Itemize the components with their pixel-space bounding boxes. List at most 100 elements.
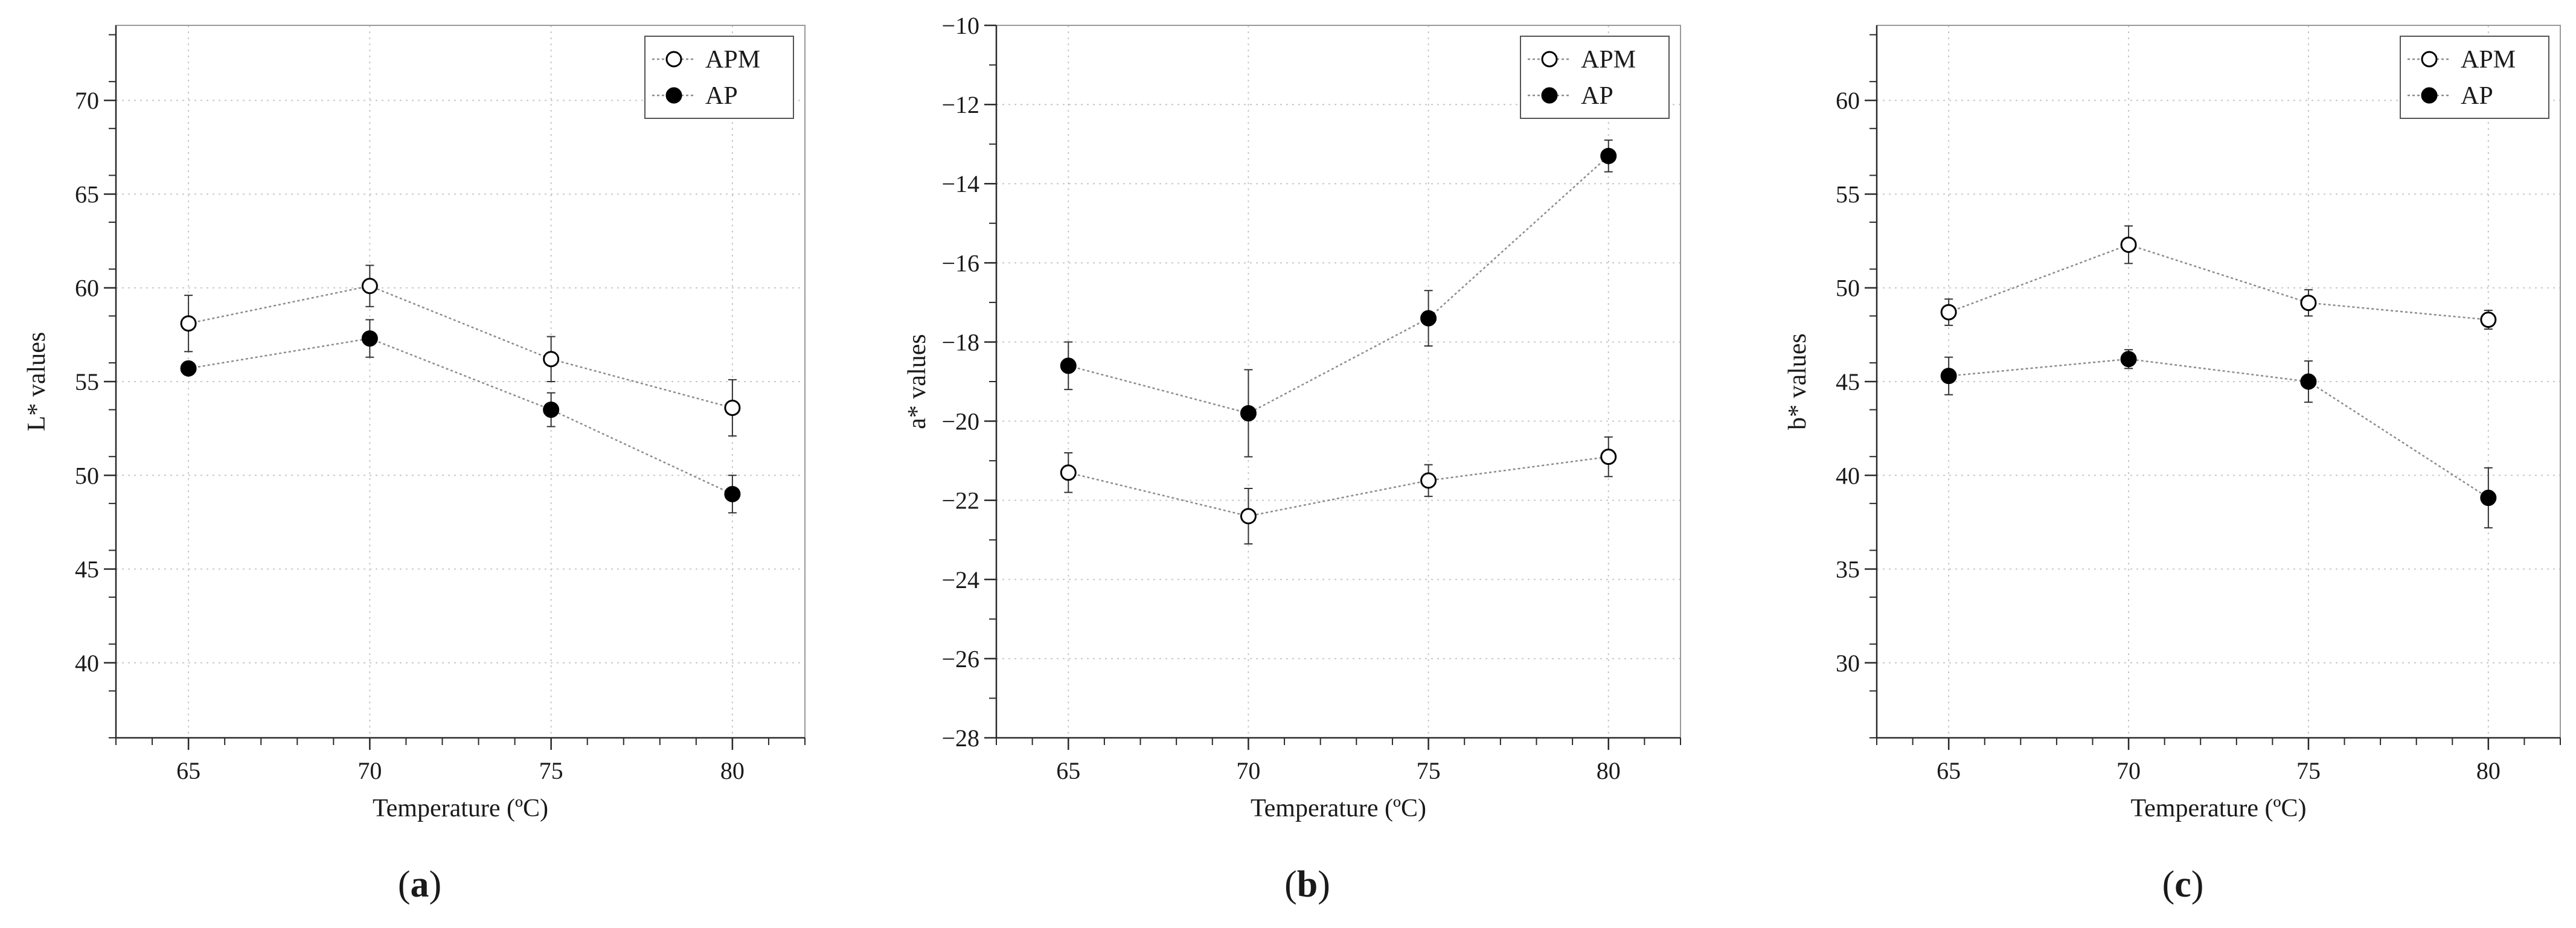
data-point-ap — [180, 360, 197, 377]
panel-label-close-paren: ) — [1318, 864, 1330, 905]
series-apm — [1060, 436, 1617, 545]
y-axis-title: L* values — [23, 332, 51, 431]
x-axis-title: Temperature (ºC) — [373, 795, 548, 822]
minor-ticks — [1870, 34, 2561, 745]
legend-box — [1520, 36, 1670, 119]
legend-marker-ap — [2421, 87, 2438, 104]
series-ap — [180, 319, 741, 514]
y-tick-label: −10 — [941, 12, 979, 39]
legend-marker-ap — [665, 87, 682, 104]
data-point-ap — [1240, 405, 1257, 421]
data-point-ap — [2120, 351, 2137, 368]
legend-label-apm: APM — [705, 46, 760, 74]
legend: APM AP — [1520, 36, 1670, 119]
y-tick-label: 60 — [1836, 87, 1860, 114]
panel-label: (b) — [1284, 864, 1330, 905]
legend: APM AP — [2400, 36, 2549, 119]
y-tick-label: 35 — [1836, 556, 1860, 583]
y-tick-label: 50 — [1836, 275, 1860, 302]
series-apm — [1940, 225, 2497, 330]
legend-box — [2400, 36, 2549, 119]
y-tick-label: 40 — [75, 650, 99, 677]
chart-panel-c: 30 35 40 45 50 55 60 65 70 75 80 Temperature (ºC) b*… — [1784, 25, 2561, 905]
gridlines — [116, 25, 805, 738]
x-tick-label: 80 — [1597, 757, 1621, 784]
data-point-apm — [180, 315, 197, 332]
panel-label-open-paren: ( — [398, 864, 411, 905]
panel-label: (c) — [2162, 864, 2204, 905]
y-tick-label: 70 — [75, 87, 99, 114]
panel-label-open-paren: ( — [2162, 864, 2175, 905]
x-tick-label: 65 — [176, 757, 200, 784]
data-point-apm — [543, 351, 560, 368]
legend-label-apm: APM — [1581, 46, 1636, 74]
panel-label: (a) — [398, 864, 441, 905]
x-tick-label: 80 — [720, 757, 745, 784]
panel-label-letter: c — [2174, 864, 2191, 905]
panel-label-letter: b — [1297, 864, 1318, 905]
y-tick-label: −24 — [941, 566, 979, 594]
y-axis-title: b* values — [1784, 333, 1812, 430]
y-tick-label: −14 — [941, 170, 979, 197]
y-tick-label: 65 — [75, 181, 99, 208]
gridlines — [996, 25, 1680, 738]
legend-marker-apm — [2421, 51, 2438, 68]
x-tick-label: 70 — [1236, 757, 1260, 784]
series-line-apm — [1068, 456, 1609, 517]
panel-label-open-paren: ( — [1284, 864, 1297, 905]
x-tick-label: 65 — [1056, 757, 1080, 784]
x-tick-label: 70 — [357, 757, 382, 784]
data-point-apm — [1240, 508, 1257, 525]
y-tick-label: −22 — [941, 487, 979, 514]
y-tick-label: 55 — [1836, 181, 1860, 208]
series-line-ap — [1068, 155, 1609, 414]
series-line-apm — [188, 285, 733, 409]
data-point-apm — [2480, 312, 2497, 328]
data-point-ap — [543, 402, 560, 418]
series-ap — [1060, 139, 1617, 458]
legend-marker-apm — [1541, 51, 1558, 68]
data-point-apm — [2300, 295, 2317, 312]
x-tick-label: 75 — [539, 757, 563, 784]
series-line-apm — [1948, 243, 2488, 321]
panel-label-letter: a — [411, 864, 429, 905]
y-tick-label: −26 — [941, 645, 979, 673]
minor-ticks — [989, 25, 1681, 745]
data-point-ap — [1940, 368, 1957, 385]
x-axis-title: Temperature (ºC) — [2130, 795, 2306, 822]
x-tick-label: 75 — [1417, 757, 1441, 784]
y-tick-label: −20 — [941, 408, 979, 435]
y-tick-label: 55 — [75, 368, 99, 395]
data-point-apm — [724, 399, 741, 416]
legend-marker-ap — [1541, 87, 1558, 104]
y-tick-label: 45 — [75, 556, 99, 583]
chart-panel-b: −28 −26 −24 −22 −20 −18 −16 −14 −12 −10 65 70 75 80 Te… — [903, 12, 1681, 905]
data-point-apm — [1600, 449, 1617, 466]
chart-panel-a: 40 45 50 55 60 65 70 65 70 75 80 Temperature (ºC) L*… — [23, 25, 806, 905]
x-axis-title: Temperature (ºC) — [1251, 795, 1426, 822]
legend-label-ap: AP — [705, 82, 738, 110]
legend-label-apm: APM — [2461, 46, 2516, 74]
legend-box — [644, 36, 794, 119]
y-tick-label: 30 — [1836, 650, 1860, 677]
series-line-ap — [188, 338, 733, 495]
y-tick-label: −18 — [941, 328, 979, 356]
panel-label-close-paren: ) — [2191, 864, 2204, 905]
series-apm — [180, 264, 741, 437]
y-tick-label: 40 — [1836, 462, 1860, 489]
data-point-apm — [361, 278, 378, 295]
y-tick-label: 50 — [75, 462, 99, 489]
x-tick-label: 80 — [2476, 757, 2501, 784]
plot-frame — [996, 25, 1681, 738]
y-tick-label: −28 — [941, 725, 979, 752]
y-tick-label: −12 — [941, 91, 979, 118]
data-point-ap — [1420, 310, 1437, 327]
legend-label-ap: AP — [2461, 82, 2493, 110]
data-point-ap — [361, 330, 378, 347]
legend-label-ap: AP — [1581, 82, 1613, 110]
data-point-apm — [1060, 464, 1077, 481]
data-point-ap — [1060, 357, 1077, 374]
data-point-ap — [2300, 373, 2317, 390]
panel-label-close-paren: ) — [429, 864, 442, 905]
